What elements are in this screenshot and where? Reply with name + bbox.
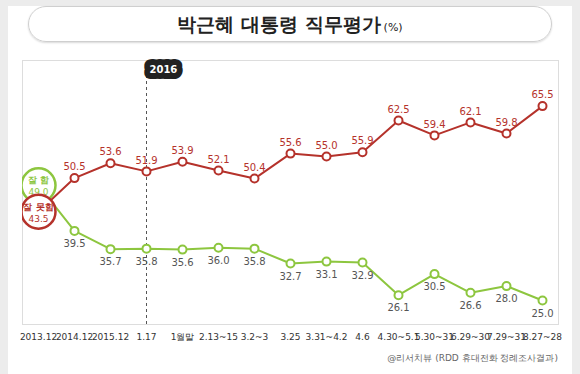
svg-text:4.30~5.1: 4.30~5.1 bbox=[378, 332, 420, 342]
svg-text:2015.12: 2015.12 bbox=[92, 332, 129, 342]
svg-text:50.5: 50.5 bbox=[63, 161, 85, 172]
svg-text:32.9: 32.9 bbox=[351, 270, 373, 281]
svg-text:59.4: 59.4 bbox=[423, 119, 445, 130]
svg-text:26.6: 26.6 bbox=[459, 300, 481, 311]
svg-text:52.1: 52.1 bbox=[207, 154, 229, 165]
svg-text:50.4: 50.4 bbox=[243, 162, 265, 173]
svg-text:30.5: 30.5 bbox=[423, 281, 445, 292]
svg-text:6.29~30: 6.29~30 bbox=[451, 332, 490, 342]
svg-text:3.2~3: 3.2~3 bbox=[241, 332, 269, 342]
svg-text:28.0: 28.0 bbox=[495, 293, 517, 304]
svg-text:55.0: 55.0 bbox=[315, 140, 337, 151]
svg-text:35.6: 35.6 bbox=[171, 257, 193, 268]
svg-text:8.27~28: 8.27~28 bbox=[523, 332, 562, 342]
svg-text:62.5: 62.5 bbox=[387, 104, 409, 115]
svg-text:4.6: 4.6 bbox=[355, 332, 370, 342]
svg-text:39.5: 39.5 bbox=[63, 238, 85, 249]
svg-text:53.6: 53.6 bbox=[99, 146, 121, 157]
svg-text:53.9: 53.9 bbox=[171, 145, 193, 156]
svg-text:잘 못함: 잘 못함 bbox=[23, 202, 53, 212]
svg-text:55.6: 55.6 bbox=[279, 137, 301, 148]
svg-text:3.31~4.2: 3.31~4.2 bbox=[306, 332, 348, 342]
svg-text:2014.12: 2014.12 bbox=[56, 332, 93, 342]
svg-text:25.0: 25.0 bbox=[531, 308, 553, 319]
svg-text:3.25: 3.25 bbox=[280, 332, 300, 342]
svg-text:35.8: 35.8 bbox=[135, 256, 157, 267]
html-text:박근혜 대통령 직무평가(%): 박근혜 대통령 직무평가(%) bbox=[177, 13, 403, 35]
svg-text:잘 함: 잘 함 bbox=[28, 175, 49, 185]
svg-text:51.9: 51.9 bbox=[135, 155, 157, 166]
svg-text:2016: 2016 bbox=[150, 64, 178, 75]
svg-text:33.1: 33.1 bbox=[315, 269, 337, 280]
svg-text:32.7: 32.7 bbox=[279, 271, 301, 282]
svg-text:7.29~31: 7.29~31 bbox=[487, 332, 526, 342]
svg-text:36.0: 36.0 bbox=[207, 255, 229, 266]
svg-text:35.8: 35.8 bbox=[243, 256, 265, 267]
svg-text:43.5: 43.5 bbox=[28, 214, 48, 224]
svg-text:2013.12: 2013.12 bbox=[20, 332, 57, 342]
svg-text:1월말: 1월말 bbox=[171, 332, 195, 342]
svg-text:35.7: 35.7 bbox=[99, 256, 121, 267]
svg-text:5.30~31: 5.30~31 bbox=[415, 332, 454, 342]
html-text:@리서치뷰 (RDD 휴대전화 정례조사결과): @리서치뷰 (RDD 휴대전화 정례조사결과) bbox=[387, 353, 558, 363]
svg-text:49.0: 49.0 bbox=[28, 187, 49, 198]
svg-text:2.13~15: 2.13~15 bbox=[199, 332, 238, 342]
svg-text:65.5: 65.5 bbox=[531, 89, 553, 100]
svg-text:26.1: 26.1 bbox=[387, 302, 409, 313]
svg-text:55.9: 55.9 bbox=[351, 135, 373, 146]
svg-text:1.17: 1.17 bbox=[136, 332, 156, 342]
svg-text:62.1: 62.1 bbox=[459, 106, 481, 117]
svg-text:59.8: 59.8 bbox=[495, 117, 517, 128]
